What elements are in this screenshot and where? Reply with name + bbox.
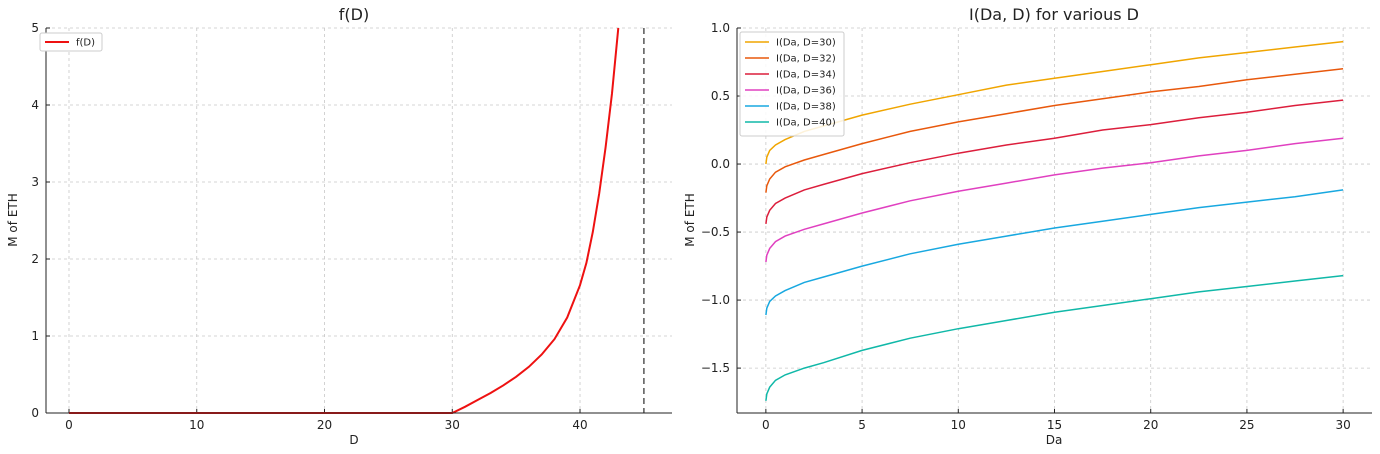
y-tick-label: −1.0 <box>701 293 730 307</box>
y-tick-label: 1.0 <box>711 21 730 35</box>
integral-chart-title: I(Da, D) for various D <box>969 5 1139 24</box>
integral-y-ticks: −1.5 −1.0 −0.5 0.0 0.5 1.0 <box>701 21 741 375</box>
y-tick-label: 0.0 <box>711 157 730 171</box>
integral-legend-label: I(Da, D=38) <box>776 102 836 113</box>
x-tick-label: 15 <box>1047 418 1062 432</box>
integral-series-line <box>765 137 1344 263</box>
x-tick-label: 10 <box>189 418 204 432</box>
integral-series-line <box>765 99 1344 224</box>
fd-legend-label: f(D) <box>76 38 95 49</box>
fd-x-ticks: 0 10 20 30 40 <box>65 409 588 432</box>
y-tick-label: −1.5 <box>701 361 730 375</box>
integral-legend-label: I(Da, D=36) <box>776 86 836 97</box>
y-tick-label: −0.5 <box>701 225 730 239</box>
integral-lines <box>765 40 1344 401</box>
fd-chart: 0 10 20 30 40 0 1 2 3 4 5 f(D) D M of ETH f(D) <box>6 5 672 447</box>
y-tick-label: 4 <box>31 98 39 112</box>
x-tick-label: 5 <box>858 418 866 432</box>
x-tick-label: 30 <box>1335 418 1350 432</box>
x-tick-label: 20 <box>1143 418 1158 432</box>
x-tick-label: 25 <box>1239 418 1254 432</box>
x-tick-label: 30 <box>445 418 460 432</box>
fd-legend-box <box>39 32 103 52</box>
integral-legend-label: I(Da, D=30) <box>776 38 836 49</box>
fd-y-axis-label: M of ETH <box>6 193 20 246</box>
integral-legend-label: I(Da, D=40) <box>776 118 836 129</box>
fd-grid <box>46 27 672 414</box>
integral-x-ticks: 0 5 10 15 20 25 30 <box>762 409 1351 432</box>
integral-chart: 0 5 10 15 20 25 30 −1.5 −1.0 −0.5 0.0 0.5 1.0 I(Da,… <box>683 5 1372 447</box>
integral-series-line <box>765 68 1344 193</box>
y-tick-label: 3 <box>31 175 39 189</box>
fd-y-ticks: 0 1 2 3 4 5 <box>31 21 50 420</box>
fd-x-axis-label: D <box>349 433 358 447</box>
x-tick-label: 0 <box>762 418 770 432</box>
integral-legend-label: I(Da, D=34) <box>776 70 836 81</box>
y-tick-label: 2 <box>31 252 39 266</box>
fd-lines <box>69 27 645 414</box>
fd-series-line <box>69 27 620 414</box>
x-tick-label: 10 <box>951 418 966 432</box>
y-tick-label: 1 <box>31 329 39 343</box>
y-tick-label: 0 <box>31 406 39 420</box>
fd-legend: f(D) <box>39 32 103 52</box>
integral-series-line <box>765 189 1344 316</box>
integral-series-line <box>765 40 1344 165</box>
x-tick-label: 20 <box>317 418 332 432</box>
integral-series-line <box>765 274 1344 401</box>
fd-chart-title: f(D) <box>339 5 369 24</box>
x-tick-label: 0 <box>65 418 73 432</box>
x-tick-label: 40 <box>572 418 587 432</box>
integral-x-axis-label: Da <box>1046 433 1063 447</box>
y-tick-label: 0.5 <box>711 89 730 103</box>
y-tick-label: 5 <box>31 21 39 35</box>
integral-legend: I(Da, D=30) I(Da, D=32) I(Da, D=34) I(Da, D… <box>739 31 845 137</box>
integral-legend-label: I(Da, D=32) <box>776 54 836 65</box>
integral-y-axis-label: M of ETH <box>683 193 697 246</box>
